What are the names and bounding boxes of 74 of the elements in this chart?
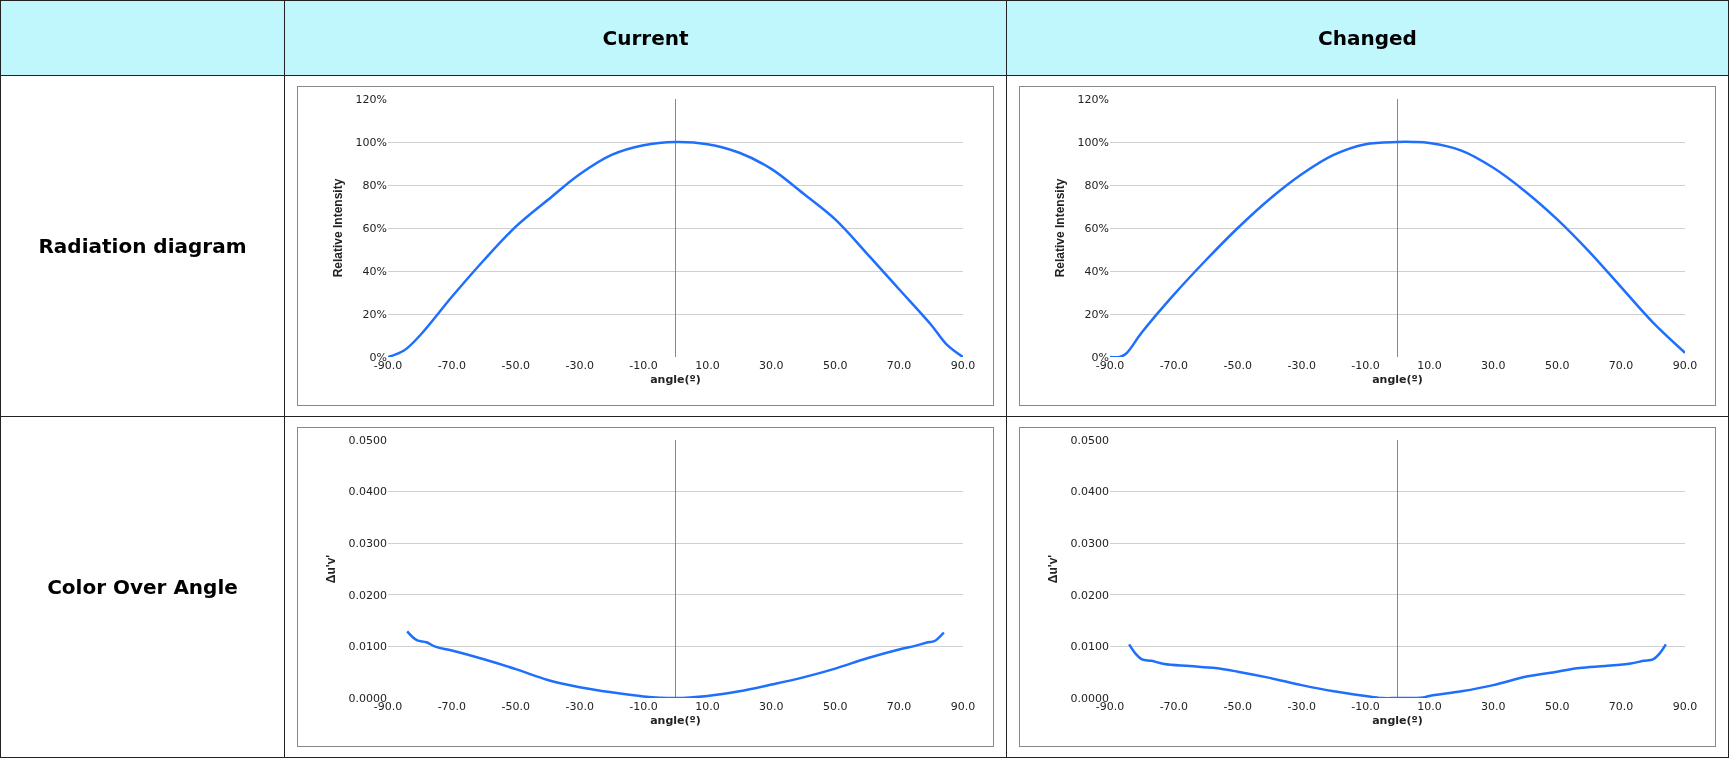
x-tick-label: 90.0 — [950, 359, 976, 372]
x-tick-label: -50.0 — [501, 700, 531, 713]
y-tick-label: 0.0100 — [1070, 640, 1109, 654]
y-tick-label: 80% — [1084, 178, 1109, 192]
y-axis-title: Relative Intensity — [330, 178, 345, 278]
y-tick-label: 80% — [362, 178, 387, 192]
category-label: Changed — [1006, 0, 1729, 76]
x-tick-label: -70.0 — [437, 359, 467, 372]
category-label: Radiation diagram — [38, 234, 247, 258]
line-series — [1127, 643, 1668, 698]
y-tick-label: 0.0100 — [348, 640, 387, 654]
x-tick-label: -10.0 — [629, 359, 658, 372]
x-tick-label: -70.0 — [1159, 359, 1189, 372]
y-tick-label: 0.0200 — [348, 588, 387, 602]
y-tick-label: 60% — [1084, 221, 1109, 235]
x-tick-label: 90.0 — [1672, 700, 1698, 713]
y-tick-label: 120% — [355, 92, 387, 106]
x-tick-label: 50.0 — [1544, 359, 1570, 372]
y-axis-title: Δu'v' — [1045, 554, 1060, 584]
line-series — [388, 140, 963, 357]
y-tick-label: 0.0500 — [1070, 433, 1109, 447]
x-tick-label: -50.0 — [501, 359, 531, 372]
x-tick-label: -10.0 — [629, 700, 658, 713]
x-axis-title: angle(º) — [1372, 373, 1423, 387]
category-label: Current — [284, 0, 1007, 76]
x-tick-label: 30.0 — [759, 359, 784, 372]
y-tick-label: 20% — [1084, 307, 1109, 321]
x-tick-label: -30.0 — [1287, 359, 1316, 372]
x-tick-label: 90.0 — [1672, 359, 1698, 372]
y-tick-label: 100% — [1077, 135, 1109, 149]
y-tick-label: 120% — [1077, 92, 1109, 106]
x-tick-label: -70.0 — [1159, 700, 1189, 713]
x-tick-label: 10.0 — [1417, 700, 1442, 713]
x-tick-label: 30.0 — [759, 700, 784, 713]
x-tick-label: 70.0 — [886, 359, 912, 372]
x-tick-label: 30.0 — [1481, 700, 1506, 713]
y-axis-title: Relative Intensity — [1052, 178, 1067, 278]
line-series — [405, 630, 946, 698]
x-axis-title: angle(º) — [650, 714, 701, 728]
x-tick-label: 50.0 — [1544, 700, 1570, 713]
line-series — [1110, 140, 1685, 357]
y-tick-label: 0.0400 — [1070, 485, 1109, 499]
y-tick-label: 0.0500 — [348, 433, 387, 447]
x-tick-label: -10.0 — [1351, 359, 1380, 372]
x-tick-label: 90.0 — [950, 700, 976, 713]
y-tick-label: 0.0400 — [348, 485, 387, 499]
x-axis-title: angle(º) — [650, 373, 701, 387]
x-tick-label: 70.0 — [1608, 700, 1634, 713]
x-tick-label: -50.0 — [1223, 700, 1253, 713]
x-tick-label: -30.0 — [565, 359, 594, 372]
y-tick-label: 0.0300 — [1070, 537, 1109, 551]
y-tick-label: 20% — [362, 307, 387, 321]
x-tick-label: 10.0 — [1417, 359, 1442, 372]
y-tick-label: 40% — [1084, 264, 1109, 278]
y-tick-label: 0.0300 — [348, 537, 387, 551]
x-tick-label: -50.0 — [1223, 359, 1253, 372]
y-tick-label: 100% — [355, 135, 387, 149]
x-tick-label: -70.0 — [437, 700, 467, 713]
x-tick-label: -30.0 — [565, 700, 594, 713]
x-tick-label: -10.0 — [1351, 700, 1380, 713]
x-tick-label: 30.0 — [1481, 359, 1506, 372]
x-tick-label: 10.0 — [695, 359, 720, 372]
x-tick-label: 50.0 — [822, 700, 848, 713]
y-tick-label: 60% — [362, 221, 387, 235]
x-tick-label: 70.0 — [1608, 359, 1634, 372]
x-axis-title: angle(º) — [1372, 714, 1423, 728]
x-tick-label: 70.0 — [886, 700, 912, 713]
y-tick-label: 0.0200 — [1070, 588, 1109, 602]
x-tick-label: 50.0 — [822, 359, 848, 372]
y-tick-label: 40% — [362, 264, 387, 278]
category-label: Color Over Angle — [47, 575, 238, 599]
y-axis-title: Δu'v' — [323, 554, 338, 584]
x-tick-label: -30.0 — [1287, 700, 1316, 713]
x-tick-label: 10.0 — [695, 700, 720, 713]
